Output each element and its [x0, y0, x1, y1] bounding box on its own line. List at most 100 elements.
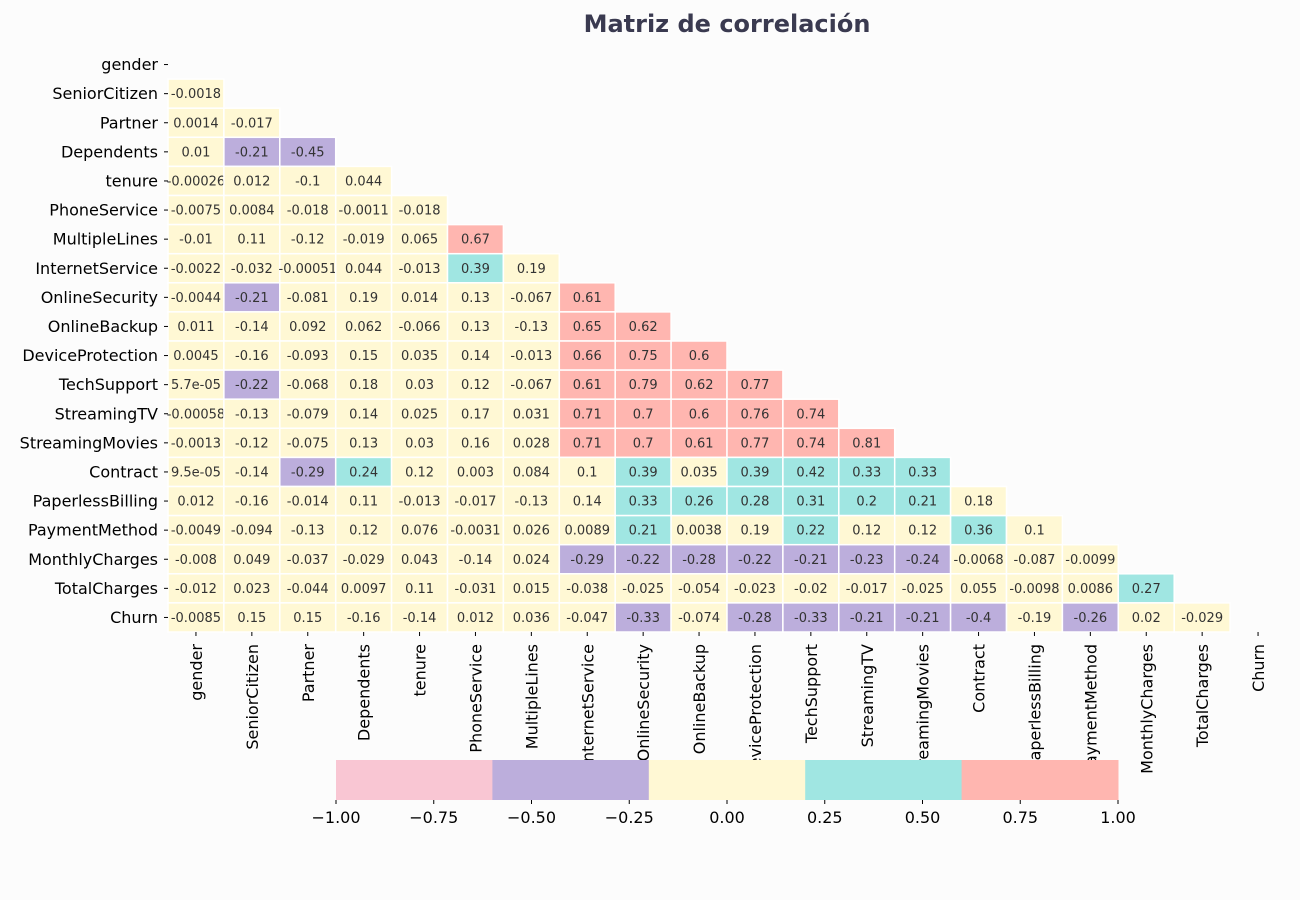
- heatmap-cell: [949, 602, 1008, 633]
- cell-value-label: -0.0068: [953, 553, 1003, 568]
- x-axis-labels: gender SeniorCitizen Partner Dependents tenu…: [187, 632, 1268, 782]
- cell-value-label: 0.0045: [173, 349, 219, 364]
- cell-value-label: 0.26: [685, 495, 714, 510]
- heatmap-cell: [167, 543, 225, 575]
- cell-value-label: -0.23: [850, 553, 884, 568]
- heatmap-cell: [279, 340, 337, 371]
- heatmap-cell: [1061, 543, 1120, 575]
- heatmap-cell: [279, 485, 337, 517]
- x-tick-label: Churn: [1249, 644, 1268, 692]
- cell-value-label: 0.71: [573, 407, 602, 422]
- x-tick-label: TechSupport: [802, 644, 821, 744]
- heatmap-cell: [279, 602, 337, 633]
- cell-value-label: 0.031: [513, 407, 550, 422]
- heatmap-cell: [446, 573, 505, 604]
- heatmap-cell: [838, 427, 896, 459]
- cell-value-label: -0.0044: [171, 291, 221, 306]
- cell-value-label: -0.29: [570, 553, 604, 568]
- cell-value-label: -0.00051: [279, 262, 337, 277]
- cell-value-label: -0.068: [287, 378, 329, 393]
- cell-value-label: -0.017: [846, 582, 888, 597]
- y-tick-label: TechSupport: [58, 375, 158, 394]
- cell-value-label: -0.038: [566, 582, 608, 597]
- cell-value-label: -0.01: [179, 233, 213, 248]
- heatmap-cell: [167, 107, 225, 139]
- heatmap-cell: [167, 369, 225, 400]
- cell-value-label: -0.0085: [171, 611, 221, 626]
- cell-value-label: -0.1: [295, 174, 320, 189]
- cell-value-label: 0.03: [405, 436, 434, 451]
- x-tick-label: PhoneService: [466, 644, 485, 753]
- cell-value-label: 0.0038: [676, 524, 722, 539]
- cell-value-label: 0.026: [513, 524, 550, 539]
- heatmap-cell: [223, 456, 281, 488]
- cell-value-label: -0.24: [906, 553, 940, 568]
- x-tick-label: MonthlyCharges: [1137, 644, 1156, 774]
- heatmap-cell: [558, 602, 616, 633]
- cell-value-label: -0.14: [235, 465, 269, 480]
- colorbar-segment: [805, 760, 963, 800]
- cell-value-label: -0.12: [235, 436, 269, 451]
- y-tick-label: Dependents: [61, 142, 158, 161]
- cell-value-label: 0.092: [289, 320, 326, 335]
- heatmap-cell: [558, 311, 616, 342]
- colorbar-segment: [648, 760, 806, 800]
- heatmap-cell: [670, 456, 728, 488]
- heatmap-cell: [614, 369, 672, 400]
- cell-value-label: 0.61: [573, 291, 602, 306]
- cell-value-label: -0.025: [622, 582, 664, 597]
- heatmap-cell: [223, 194, 281, 226]
- cell-value-label: -0.33: [794, 611, 828, 626]
- cell-value-label: -0.013: [510, 349, 552, 364]
- cell-value-label: 0.0014: [173, 116, 219, 131]
- heatmap-cell: [782, 543, 840, 575]
- cell-value-label: -0.16: [235, 349, 269, 364]
- y-tick-label: SeniorCitizen: [52, 84, 158, 103]
- cell-value-label: 0.12: [349, 524, 378, 539]
- cell-value-label: -0.074: [678, 611, 720, 626]
- colorbar-tick-label: −0.75: [409, 808, 458, 827]
- cell-value-label: 0.79: [629, 378, 658, 393]
- heatmap-cell: [670, 369, 728, 400]
- colorbar-tick-label: −0.50: [507, 808, 556, 827]
- cell-value-label: -0.21: [906, 611, 940, 626]
- cell-value-label: -0.13: [235, 407, 269, 422]
- x-tick-label: TotalCharges: [1193, 644, 1212, 748]
- cell-value-label: 5.7e-05: [171, 378, 221, 393]
- cell-value-label: -0.044: [287, 582, 329, 597]
- cell-value-label: 0.31: [796, 495, 825, 510]
- y-tick-label: tenure: [106, 171, 158, 190]
- cell-value-label: 0.14: [349, 407, 378, 422]
- cell-value-label: 0.33: [852, 465, 881, 480]
- heatmap-cell: [167, 427, 225, 459]
- cell-value-label: 0.1: [577, 465, 598, 480]
- heatmap-cell: [167, 456, 225, 488]
- cell-value-label: -0.031: [454, 582, 496, 597]
- cell-value-label: -0.22: [626, 553, 660, 568]
- cell-value-label: -0.037: [287, 553, 329, 568]
- cell-value-label: -0.4: [966, 611, 991, 626]
- cell-value-label: -0.33: [626, 611, 660, 626]
- cell-value-label: 0.6: [689, 407, 710, 422]
- cell-value-label: -0.079: [287, 407, 329, 422]
- cell-value-label: -0.13: [515, 320, 549, 335]
- heatmap-cell: [334, 252, 393, 284]
- cell-value-label: 0.19: [349, 291, 378, 306]
- heatmap-cell: [558, 282, 616, 313]
- cell-value-label: 0.12: [461, 378, 490, 393]
- heatmap-cell: [390, 369, 449, 400]
- heatmap-cell: [279, 223, 337, 255]
- cell-value-label: 0.11: [405, 582, 434, 597]
- x-tick-label: OnlineSecurity: [634, 644, 653, 761]
- y-tick-label: PhoneService: [49, 201, 158, 220]
- cell-value-label: -0.0018: [171, 87, 221, 102]
- cell-value-label: -0.19: [1018, 611, 1052, 626]
- cell-value-label: 0.043: [401, 553, 438, 568]
- colorbar-segment: [961, 760, 1119, 800]
- cell-value-label: -0.067: [510, 378, 552, 393]
- heatmap-cell: [334, 485, 393, 517]
- heatmap-cell: [334, 340, 393, 371]
- y-tick-label: PaymentMethod: [28, 521, 158, 540]
- x-tick-label: Dependents: [355, 644, 374, 741]
- cell-value-label: -0.013: [399, 495, 441, 510]
